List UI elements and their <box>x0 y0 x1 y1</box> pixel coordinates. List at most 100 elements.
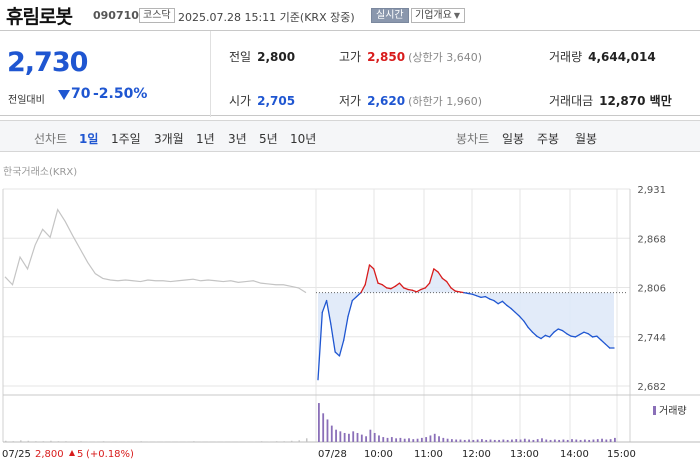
today-series-segment <box>398 282 405 289</box>
company-info-button[interactable]: 기업개요 ▼ <box>411 8 465 23</box>
volume-bar-prev <box>140 441 142 442</box>
volume-bar <box>438 436 440 442</box>
today-series-segment <box>343 315 349 341</box>
today-series-segment <box>480 295 486 299</box>
today-series-segment <box>596 335 602 341</box>
volume-bar-prev <box>50 440 52 442</box>
tab-weekly[interactable]: 주봉 <box>537 132 560 146</box>
stock-header: 휴림로봇 090710 코스닥 2025.07.28 15:11 기준(KRX … <box>0 0 700 30</box>
today-series-segment <box>488 298 495 302</box>
volume-bar-prev <box>35 441 37 442</box>
company-info-label: 기업개요 <box>415 10 452 21</box>
x-tick-label: 15:00 <box>607 449 636 460</box>
prev-close-label: 전일 <box>229 50 252 64</box>
volume-bar <box>592 439 595 442</box>
today-series-segment <box>321 299 328 314</box>
volume-bar-prev <box>80 441 82 442</box>
volume-bar <box>489 439 492 442</box>
volume-bar <box>472 439 475 442</box>
volume-bar <box>365 436 367 442</box>
current-price: 2,730 <box>7 47 88 78</box>
volume-value: 4,644,014 <box>588 50 656 64</box>
realtime-badge: 실시간 <box>371 8 409 23</box>
volume-bar <box>558 439 561 442</box>
prev-close: 전일 2,800 <box>229 48 295 65</box>
volume-bar <box>322 413 325 442</box>
tab-1y[interactable]: 1년 <box>196 132 215 146</box>
today-series-segment <box>334 351 341 357</box>
volume-bar <box>515 439 518 442</box>
today-series-segment <box>514 311 521 318</box>
today-series-segment <box>355 291 362 298</box>
volume-bar <box>433 433 436 442</box>
volume-bar <box>399 437 402 442</box>
tab-daily[interactable]: 일봉 <box>502 132 525 146</box>
volume-bar <box>446 438 449 442</box>
down-triangle-icon <box>58 90 70 100</box>
amount-value: 12,870 백만 <box>599 94 672 108</box>
volume-bar <box>330 425 333 442</box>
today-series-segment <box>437 271 444 280</box>
today-series-segment <box>428 268 435 284</box>
tab-1w[interactable]: 1주일 <box>111 132 141 146</box>
today-series-segment <box>390 285 396 290</box>
lower-limit: (하한가 1,960) <box>408 95 482 108</box>
x-tick-label: 07/28 <box>318 449 347 460</box>
volume-bar <box>335 429 337 442</box>
stock-code: 090710 <box>93 9 139 22</box>
change-percent: -2.50% <box>93 86 148 102</box>
chevron-down-icon: ▼ <box>453 11 460 20</box>
price-chart: 2,931 2,868 2,806 2,744 2,682 거래량 07/25 07/28 10… <box>2 185 700 460</box>
volume-bar <box>408 438 410 442</box>
volume-bar <box>429 435 432 442</box>
today-series-segment <box>377 282 383 286</box>
volume-bar-prev <box>298 440 300 442</box>
tab-monthly[interactable]: 월봉 <box>575 132 598 146</box>
x-tick-label: 13:00 <box>510 449 539 460</box>
volume-bar <box>356 432 359 442</box>
today-series-segment <box>557 328 564 332</box>
today-series-segment <box>493 299 499 305</box>
today-series-segment <box>381 284 388 289</box>
volume-bar <box>459 439 462 442</box>
volume-bar <box>326 419 329 442</box>
tab-5y[interactable]: 5년 <box>259 132 278 146</box>
volume-bar <box>575 439 578 442</box>
up-triangle-icon <box>69 450 75 456</box>
volume-bar <box>386 437 389 442</box>
volume-bar-prev <box>65 441 67 442</box>
tab-1d[interactable]: 1일 <box>79 132 99 146</box>
volume-bar <box>596 439 599 442</box>
tab-3m[interactable]: 3개월 <box>154 132 184 146</box>
candle-chart-label: 봉차트 <box>456 132 490 146</box>
y-tick-label: 2,806 <box>637 284 666 295</box>
tab-3y[interactable]: 3년 <box>228 132 247 146</box>
today-series-segment <box>587 333 594 338</box>
open-label: 시가 <box>229 94 252 108</box>
data-source: 한국거래소(KRX) <box>3 167 78 178</box>
basis-time: 2025.07.28 15:11 기준(KRX 장중) <box>178 11 355 24</box>
chart-period-tabs: 선차트 1일 1주일 3개월 1년 3년 5년 10년 봉차트 일봉 주봉 월봉 <box>0 120 700 152</box>
today-series-segment <box>458 291 465 294</box>
prev-day-change: 5 <box>77 449 83 460</box>
today-series-segment <box>549 331 555 338</box>
volume-bar <box>583 439 586 442</box>
volume-bar <box>360 434 363 442</box>
volume-bar-prev <box>193 441 195 442</box>
volume-bar <box>450 439 453 442</box>
volume-bar <box>545 439 548 442</box>
volume-bar <box>498 439 500 442</box>
volume-bar <box>493 439 496 442</box>
low-label: 저가 <box>339 94 362 108</box>
volume-bar <box>442 437 445 442</box>
tab-10y[interactable]: 10년 <box>290 132 317 146</box>
volume-legend-label: 거래량 <box>659 405 687 417</box>
open-price: 시가 2,705 <box>229 92 295 109</box>
volume-bar-prev <box>102 441 105 442</box>
today-series-segment <box>501 300 508 306</box>
volume-bar <box>541 438 543 442</box>
volume-bar <box>403 438 406 442</box>
volume-bar <box>369 429 372 442</box>
prev-day-series-line <box>4 208 307 294</box>
y-tick-label: 2,868 <box>637 234 666 245</box>
